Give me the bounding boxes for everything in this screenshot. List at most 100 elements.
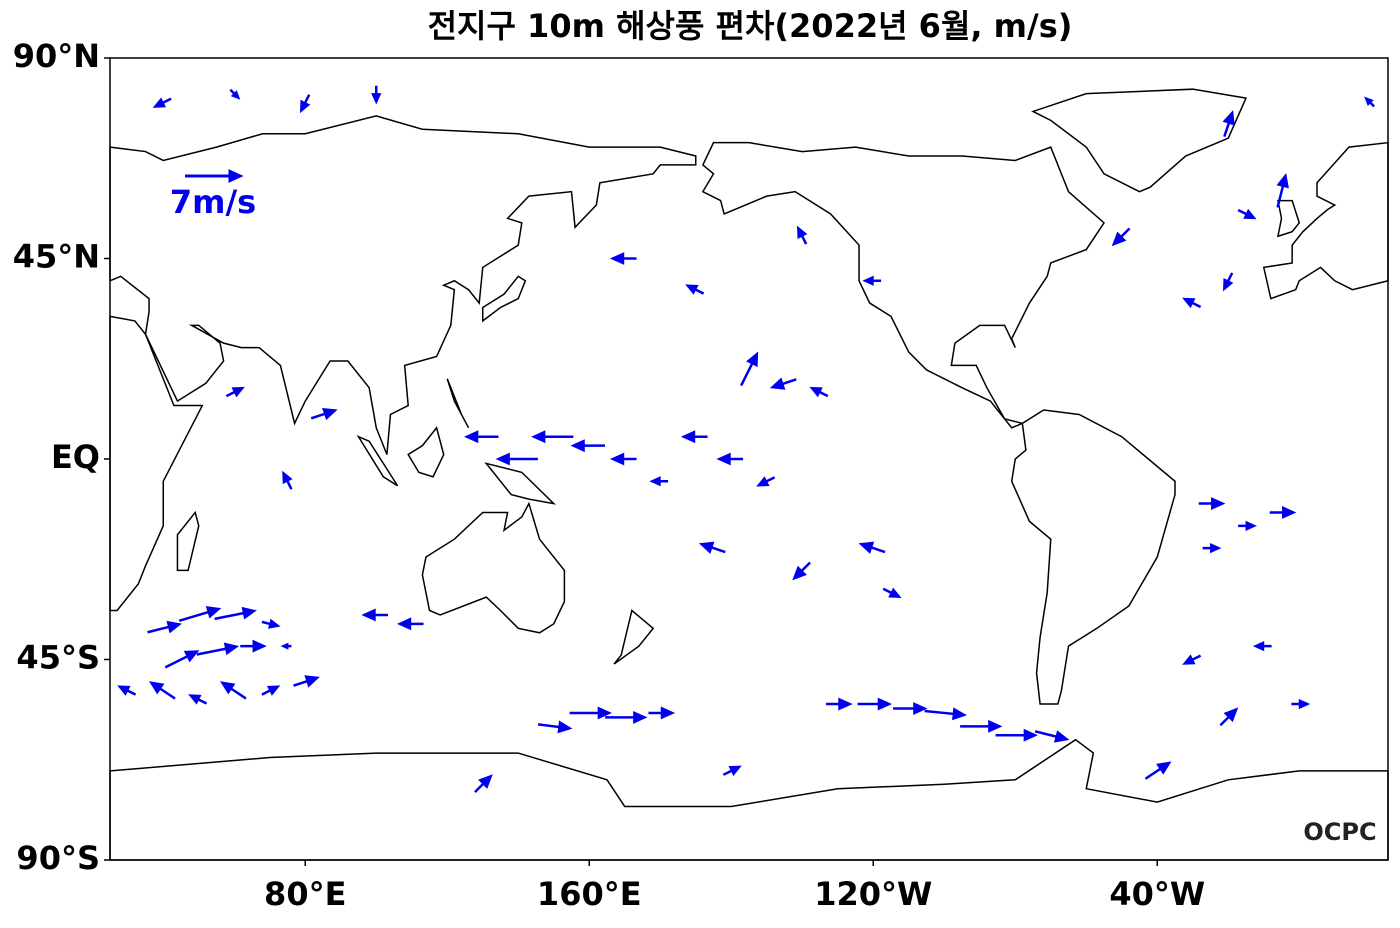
coastlines [109,88,1389,861]
y-tick-label: 90°N [13,37,100,75]
wind-vector [960,719,1003,733]
wind-vector [609,452,637,466]
wind-vector [495,452,538,466]
wind-vector [1237,208,1257,220]
wind-vector [229,88,241,100]
wind-vector [1182,297,1202,309]
wind-vector [1276,172,1289,208]
coastline [421,501,566,634]
coastline [1031,88,1248,193]
wind-vector [698,541,726,554]
wind-vector [1222,110,1235,138]
wind-vector [605,710,648,724]
wind-vector [196,642,240,656]
wind-vector [740,351,759,387]
wind-vector [1034,730,1070,743]
coastline [1262,141,1389,300]
wind-vector [809,386,829,398]
coastline [109,315,204,612]
wind-vector [796,225,808,245]
wind-vector [225,386,245,398]
wind-vector [1219,707,1239,727]
wind-vector [857,697,893,711]
wind-vector [531,430,574,444]
wind-vector [396,617,424,631]
wind-vector [474,774,493,793]
wind-vector [152,97,172,108]
wind-vector [147,620,182,634]
coastline [484,462,557,505]
y-tick-label: 45°N [13,238,100,276]
wind-vector [756,476,776,487]
coastline [109,738,1389,861]
wind-vector [825,697,853,711]
chart-title: 전지구 10m 해상풍 편차(2022년 6월, m/s) [428,7,1073,45]
coastline [701,141,1105,429]
coastline [613,609,655,665]
wind-vector [117,685,137,696]
wind-vector [164,650,200,669]
wind-vector [261,618,281,629]
coastline [407,426,445,478]
wind-vector [537,720,573,734]
wind-vector [716,452,744,466]
wind-vector [792,561,811,581]
coastline [446,378,470,429]
wind-vector [648,706,676,720]
wind-vector [649,476,669,487]
coastline [1010,409,1176,705]
wind-vector [1269,506,1297,519]
wind-vector [240,639,267,653]
wind-vector [858,541,886,554]
wind-vector [299,94,311,114]
wind-vector [769,377,797,390]
wind-vector [1222,272,1234,292]
wind-vector [569,706,612,720]
wind-vector [293,675,320,688]
wind-vector [882,587,902,598]
wind-vector [1238,520,1257,531]
coastline [356,435,399,487]
wind-vector [188,694,208,705]
reference-label: 7m/s [170,183,256,221]
wind-vector [1111,227,1131,247]
wind-vector [148,681,176,700]
x-tick-label: 160°E [537,875,642,913]
wind-vector [862,275,882,286]
wind-vector [680,430,708,444]
wind-vector [1291,698,1311,710]
wind-vector [219,681,247,700]
wind-vector [995,728,1038,742]
wind-vector [280,642,292,650]
wind-vector [178,606,222,623]
wind-vector [924,707,967,721]
wind-vector [1364,96,1376,108]
y-tick-label: 90°S [16,839,100,877]
wind-vector [1202,542,1222,554]
coastline [176,510,200,572]
wind-vector [570,439,605,453]
wind-vector [282,470,293,490]
wind-vector [463,430,499,444]
wind-vector [1198,497,1226,510]
wind-vector [609,252,637,265]
wind-vector [1182,654,1202,665]
wind-vector [361,608,389,622]
coastline [1276,199,1301,238]
wind-vector [685,284,705,295]
wind-vector [1252,641,1272,652]
logo: OCPC [1303,818,1376,846]
wind-vector [214,606,257,621]
wind-vector [371,85,382,105]
wind-vector [261,685,281,696]
x-tick-label: 40°W [1109,875,1205,913]
wind-vector [310,407,338,421]
wind-vector [722,765,742,776]
wind-vector [1144,761,1172,780]
x-tick-label: 120°W [814,875,932,913]
x-tick-label: 80°E [264,875,346,913]
coastline [482,275,527,323]
wind-vector [893,702,928,715]
y-tick-label: EQ [51,438,100,476]
